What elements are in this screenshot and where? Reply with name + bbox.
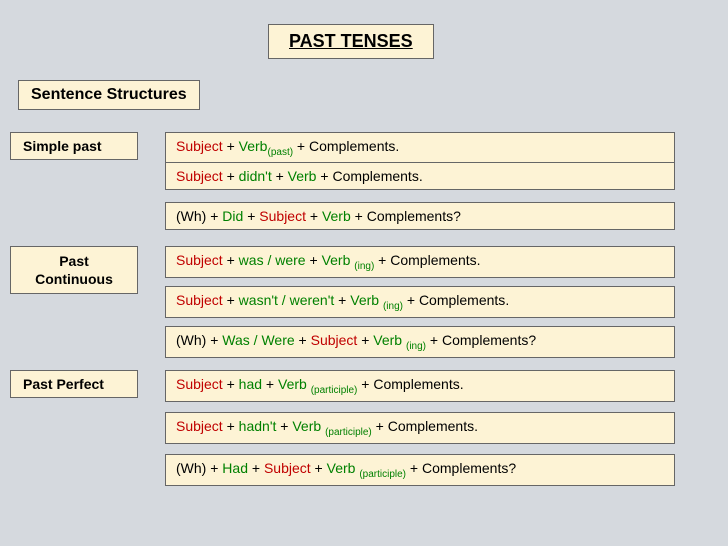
simple-past-question: (Wh) + Did + Subject + Verb + Complement… (165, 202, 675, 230)
past-continuous-label: Past Continuous (10, 246, 138, 294)
verb-text: Verb (239, 138, 268, 154)
simple-past-affirmative: Subject + Verb(past) + Complements. (165, 132, 675, 164)
past-perfect-negative: Subject + hadn't + Verb (participle) + C… (165, 412, 675, 444)
past-continuous-question: (Wh) + Was / Were + Subject + Verb (ing)… (165, 326, 675, 358)
past-perfect-label: Past Perfect (10, 370, 138, 398)
complements-text: Complements (309, 138, 395, 154)
past-perfect-affirmative: Subject + had + Verb (participle) + Comp… (165, 370, 675, 402)
page-title: PAST TENSES (268, 24, 434, 59)
past-subscript: (past) (267, 147, 293, 158)
past-perfect-question: (Wh) + Had + Subject + Verb (participle)… (165, 454, 675, 486)
past-continuous-affirmative: Subject + was / were + Verb (ing) + Comp… (165, 246, 675, 278)
subtitle-label: Sentence Structures (18, 80, 200, 110)
past-continuous-negative: Subject + wasn't / weren't + Verb (ing) … (165, 286, 675, 318)
subject-text: Subject (176, 138, 223, 154)
simple-past-negative: Subject + didn't + Verb + Complements. (165, 162, 675, 190)
simple-past-label: Simple past (10, 132, 138, 160)
